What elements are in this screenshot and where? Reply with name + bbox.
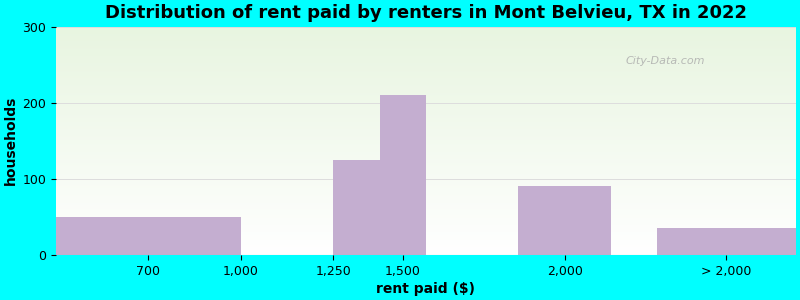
Bar — [334, 160, 380, 255]
Title: Distribution of rent paid by renters in Mont Belvieu, TX in 2022: Distribution of rent paid by renters in … — [105, 4, 747, 22]
Bar — [657, 228, 796, 255]
Bar — [380, 95, 426, 255]
Bar — [56, 217, 241, 255]
Text: City-Data.com: City-Data.com — [626, 56, 705, 66]
Bar — [518, 186, 611, 255]
X-axis label: rent paid ($): rent paid ($) — [376, 282, 475, 296]
Y-axis label: households: households — [4, 96, 18, 185]
